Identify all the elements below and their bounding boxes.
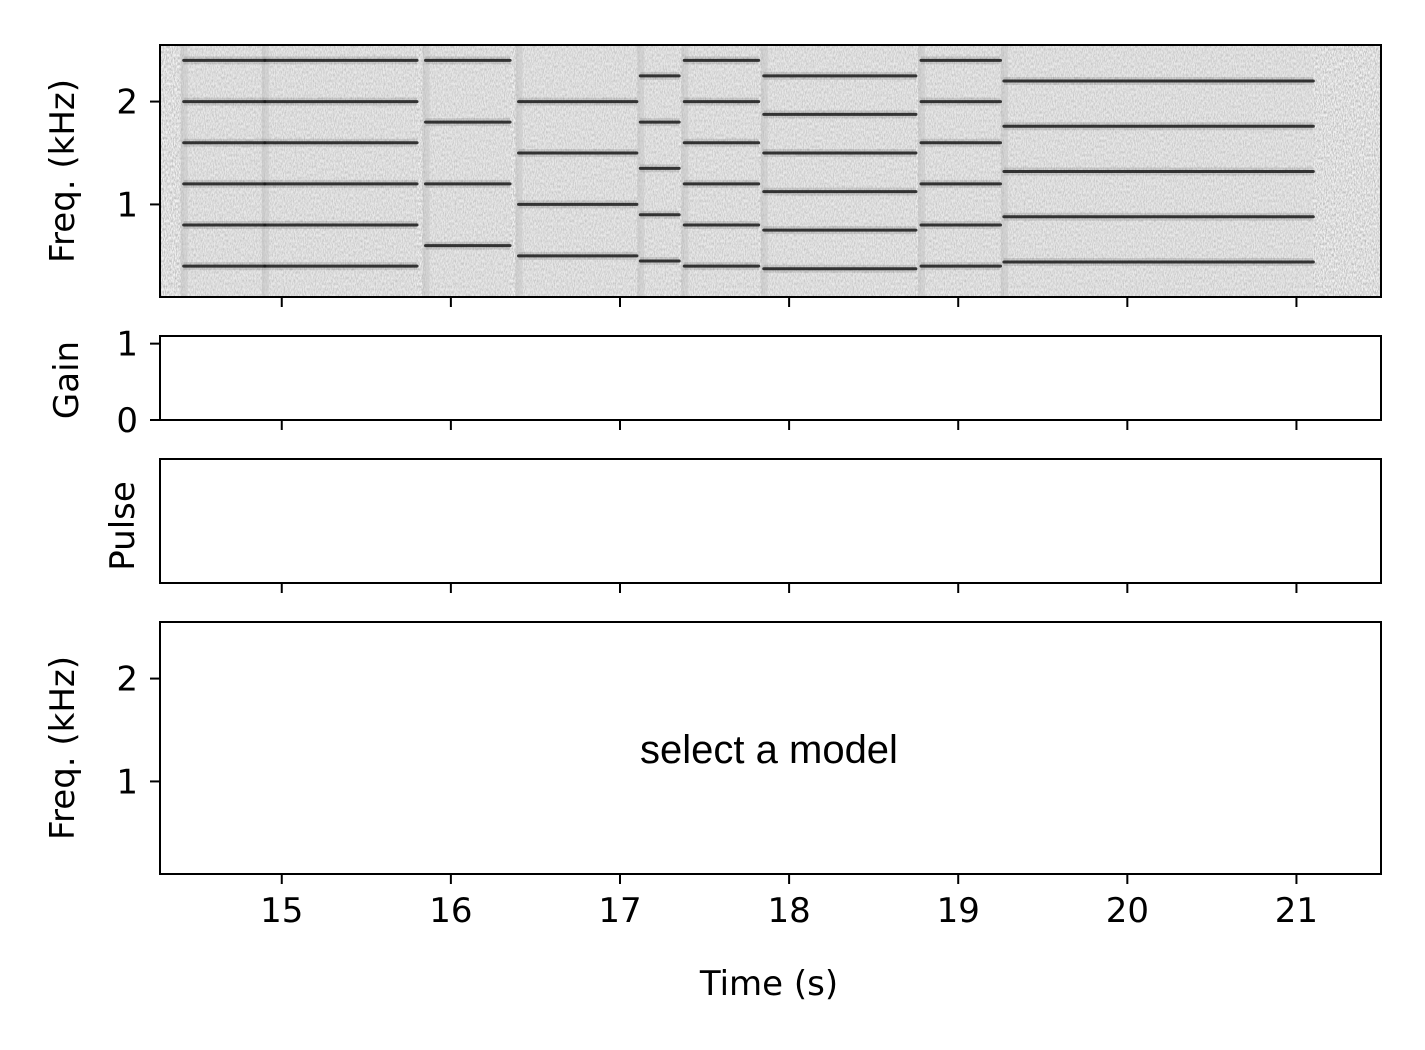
spectrogram-onset: [180, 45, 188, 297]
spectrogram-segment-energy: [183, 45, 265, 297]
gain-ylabel: Gain: [47, 341, 87, 419]
x-tick-label: 16: [429, 891, 472, 931]
pulse-ylabel: Pulse: [103, 481, 143, 571]
spectrogram-harmonics: [182, 56, 1315, 273]
y-tick-label: 2: [116, 660, 138, 700]
spectrogram-onsets: [180, 45, 1314, 297]
x-tick-label: 18: [767, 891, 810, 931]
spectrogram-onset: [637, 45, 645, 297]
panel-input-spectrogram: 12 Freq. (kHz): [43, 44, 1382, 307]
spectrogram-segment-energy: [425, 45, 511, 297]
x-tick-label: 21: [1275, 891, 1318, 931]
panel-input-frame: [159, 44, 1382, 298]
output-x-ticks: 15 16 17 18 19 20 21: [260, 874, 1318, 931]
y-tick-label: 2: [116, 83, 138, 123]
panel-gain-frame: [159, 335, 1382, 421]
x-tick-label: 19: [937, 891, 980, 931]
panel-output-spectrogram: 12 15 16 17 18 19 20 21 Freq. (kHz) select a m…: [43, 621, 1382, 931]
x-tick-label: 17: [598, 891, 641, 931]
spectrogram-onset: [681, 45, 689, 297]
y-tick-label: 0: [116, 401, 138, 441]
spectrogram-segment-energy: [921, 45, 1001, 297]
pulse-x-ticks: [280, 583, 1298, 593]
gain-y-ticks: 01: [116, 325, 160, 441]
spectrogram-onset: [515, 45, 523, 297]
output-ylabel: Freq. (kHz): [43, 656, 83, 840]
y-tick-label: 1: [116, 325, 138, 365]
panel-output-frame: [159, 621, 1382, 875]
spectrogram-segment-energy: [763, 45, 916, 297]
panel-pulse-frame: [159, 458, 1382, 584]
spectrogram-onset: [760, 45, 768, 297]
spectrogram-onset: [422, 45, 430, 297]
input-ylabel: Freq. (kHz): [43, 79, 83, 263]
input-y-ticks: 12: [116, 83, 160, 225]
spectrogram-segment-energy: [640, 45, 680, 297]
spectrogram-segment-energy: [264, 45, 418, 297]
input-x-ticks: [280, 297, 1298, 307]
panel-pulse: Pulse: [103, 458, 1382, 593]
x-axis-label: Time (s): [699, 964, 838, 1004]
select-model-message: select a model: [640, 728, 898, 772]
spectrogram-onset: [261, 45, 269, 297]
gain-x-ticks: [280, 420, 1298, 430]
x-tick-label: 20: [1106, 891, 1149, 931]
spectrogram-onset: [918, 45, 926, 297]
x-tick-label: 15: [260, 891, 303, 931]
panel-gain: 01 Gain: [47, 325, 1382, 441]
y-tick-label: 1: [116, 185, 138, 225]
spectrogram-segment-energy: [684, 45, 759, 297]
output-y-ticks: 12: [116, 660, 160, 802]
y-tick-label: 1: [116, 762, 138, 802]
